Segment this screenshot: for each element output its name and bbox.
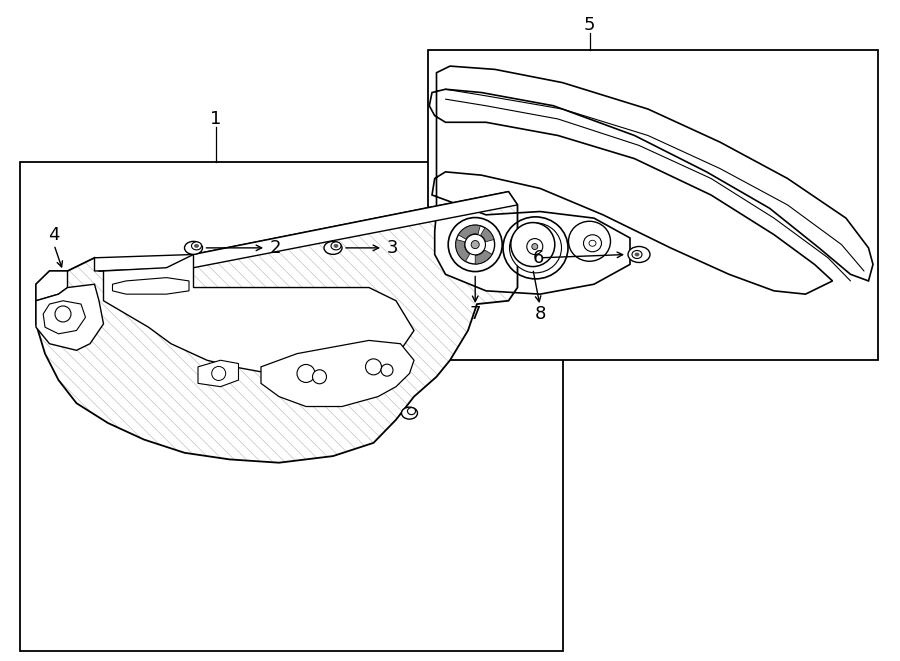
Circle shape	[455, 225, 495, 264]
Ellipse shape	[192, 242, 202, 250]
Polygon shape	[481, 228, 494, 242]
Circle shape	[312, 369, 327, 384]
Text: 4: 4	[49, 225, 59, 244]
Ellipse shape	[194, 245, 199, 247]
Text: 2: 2	[270, 239, 282, 257]
Ellipse shape	[628, 247, 650, 262]
Ellipse shape	[509, 223, 562, 273]
Polygon shape	[112, 278, 189, 294]
Ellipse shape	[569, 221, 610, 261]
Polygon shape	[198, 360, 238, 387]
Ellipse shape	[401, 407, 418, 419]
Polygon shape	[36, 271, 68, 301]
Text: 3: 3	[387, 239, 399, 257]
Text: 1: 1	[211, 110, 221, 128]
Circle shape	[526, 239, 543, 254]
Ellipse shape	[331, 242, 341, 250]
Ellipse shape	[408, 408, 416, 414]
Polygon shape	[475, 250, 492, 264]
Polygon shape	[94, 192, 518, 271]
Polygon shape	[458, 225, 481, 239]
Ellipse shape	[503, 217, 568, 279]
Ellipse shape	[334, 245, 338, 247]
Text: 6: 6	[533, 249, 544, 267]
Bar	[20, 162, 562, 651]
Circle shape	[297, 364, 315, 383]
Text: 8: 8	[535, 305, 545, 323]
Ellipse shape	[635, 253, 639, 256]
Circle shape	[465, 234, 485, 255]
Ellipse shape	[589, 240, 596, 247]
Circle shape	[448, 217, 502, 272]
Polygon shape	[261, 340, 414, 407]
Polygon shape	[43, 301, 86, 334]
Circle shape	[365, 359, 382, 375]
Circle shape	[55, 306, 71, 322]
Circle shape	[511, 223, 554, 266]
Circle shape	[472, 241, 480, 249]
Bar	[428, 50, 878, 360]
Polygon shape	[455, 239, 470, 261]
Text: 7: 7	[470, 305, 481, 323]
Circle shape	[381, 364, 393, 376]
Ellipse shape	[632, 251, 642, 258]
Ellipse shape	[583, 235, 601, 252]
Polygon shape	[104, 254, 414, 377]
Circle shape	[532, 243, 538, 250]
Text: 5: 5	[584, 16, 595, 34]
Ellipse shape	[184, 241, 202, 254]
Polygon shape	[429, 66, 873, 294]
Polygon shape	[36, 192, 518, 463]
Circle shape	[212, 366, 226, 381]
Ellipse shape	[324, 241, 342, 254]
Polygon shape	[36, 284, 104, 350]
